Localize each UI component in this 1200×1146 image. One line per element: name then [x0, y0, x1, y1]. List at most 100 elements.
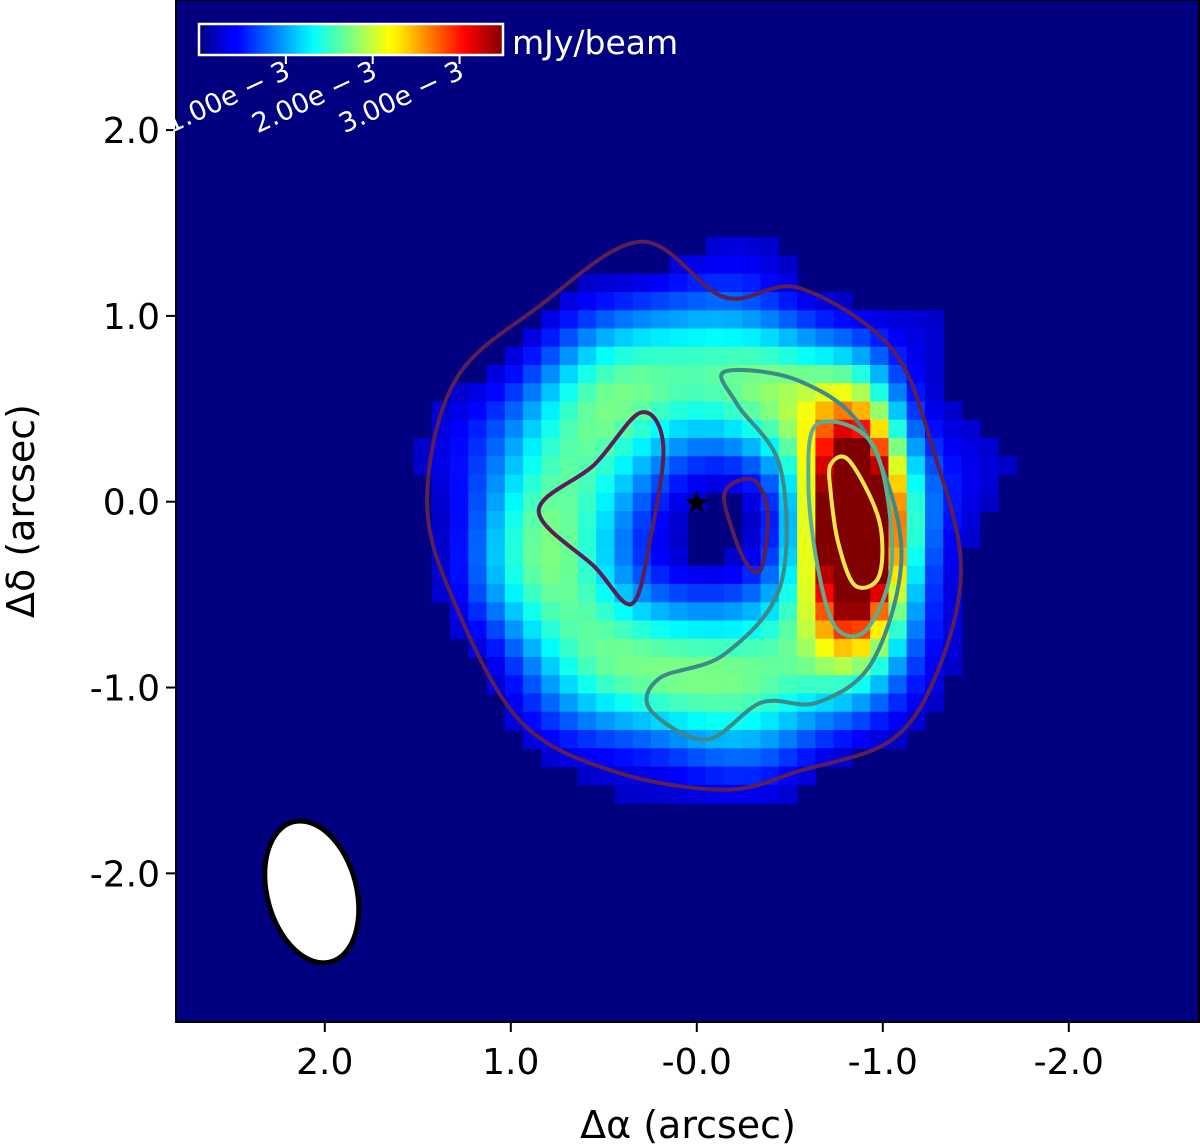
heatmap-cell: [669, 620, 689, 640]
heatmap-cell: [559, 383, 579, 403]
heatmap-cell: [559, 492, 579, 512]
heatmap-cell: [596, 711, 616, 731]
heatmap-cell: [888, 438, 908, 457]
heatmap-cell: [870, 547, 890, 567]
heatmap-cell: [577, 511, 597, 530]
heatmap-cell: [833, 328, 853, 348]
heatmap-cell: [906, 584, 926, 603]
heatmap-cell: [577, 693, 597, 713]
heatmap-cell: [669, 346, 689, 366]
heatmap-cell: [961, 511, 981, 530]
heatmap-cell: [742, 346, 762, 366]
heatmap-cell: [504, 657, 524, 676]
heatmap-cell: [851, 492, 871, 512]
heatmap-cell: [851, 602, 871, 622]
heatmap-cell: [577, 474, 597, 494]
heatmap-cell: [705, 383, 725, 403]
heatmap-cell: [669, 310, 689, 330]
heatmap-cell: [760, 328, 780, 348]
heatmap-cell: [632, 365, 652, 384]
heatmap-cell: [870, 346, 890, 366]
heatmap-cell: [943, 419, 963, 439]
heatmap-cell: [669, 273, 689, 293]
heatmap-cell: [906, 511, 926, 530]
heatmap-cell: [614, 328, 634, 348]
heatmap-cell: [450, 456, 469, 476]
heatmap-cell: [523, 401, 542, 421]
heatmap-cell: [450, 492, 469, 512]
heatmap-cell: [778, 310, 798, 330]
heatmap-cell: [486, 365, 506, 384]
heatmap-cell: [577, 638, 597, 658]
heatmap-cell: [577, 492, 597, 512]
heatmap-cell: [724, 346, 743, 366]
heatmap-cell: [888, 419, 908, 439]
heatmap-cell: [724, 292, 743, 311]
heatmap-cell: [559, 310, 579, 330]
heatmap-cell: [577, 711, 597, 731]
heatmap-cell: [906, 474, 926, 494]
heatmap-cell: [577, 328, 597, 348]
heatmap-cell: [669, 419, 689, 439]
heatmap-cell: [943, 547, 963, 567]
heatmap-cell: [669, 638, 689, 658]
heatmap-cell: [760, 310, 780, 330]
heatmap-cell: [632, 529, 652, 549]
heatmap-cell: [705, 748, 725, 768]
heatmap-cell: [614, 310, 634, 330]
heatmap-cell: [797, 584, 816, 603]
heatmap-cell: [504, 638, 524, 658]
heatmap-cell: [815, 401, 835, 421]
heatmap-cell: [596, 310, 616, 330]
heatmap-cell: [650, 748, 670, 768]
heatmap-cell: [504, 492, 524, 512]
heatmap-cell: [833, 474, 853, 494]
heatmap-cell: [541, 675, 561, 695]
heatmap-cell: [815, 711, 835, 731]
heatmap-cell: [614, 565, 634, 585]
heatmap-cell: [797, 547, 816, 567]
heatmap-cell: [687, 748, 707, 768]
heatmap-cell: [632, 657, 652, 676]
heatmap-cell: [669, 565, 689, 585]
heatmap-cell: [687, 438, 707, 457]
heatmap-cell: [924, 547, 944, 567]
heatmap-cell: [541, 638, 561, 658]
heatmap-cell: [797, 292, 816, 311]
plot-frame: [175, 0, 1200, 1023]
x-axis: 2.0 1.0 -0.0 -1.0 -2.0: [296, 1022, 1104, 1083]
heatmap-cell: [742, 657, 762, 676]
heatmap-cell: [486, 456, 506, 476]
heatmap-cell: [815, 620, 835, 640]
heatmap-cell: [851, 693, 871, 713]
heatmap-cell: [797, 492, 816, 512]
heatmap-cell: [961, 419, 981, 439]
heatmap-cell: [924, 693, 944, 713]
heatmap-cell: [650, 273, 670, 293]
heatmap-cell: [541, 401, 561, 421]
contour-outer: [425, 239, 963, 792]
heatmap-cell: [870, 529, 890, 549]
y-axis-label: Δδ (arcsec): [0, 404, 43, 618]
heatmap-cell: [924, 310, 944, 330]
heatmap-cell: [778, 292, 798, 311]
heatmap-cell: [705, 711, 725, 731]
heatmap-cell: [687, 602, 707, 622]
heatmap-cell: [468, 419, 488, 439]
heatmap-cell: [742, 766, 762, 786]
heatmap-cell: [851, 401, 871, 421]
heatmap-cell: [724, 730, 743, 749]
heatmap-cell: [577, 529, 597, 549]
heatmap-cell: [687, 492, 707, 512]
heatmap-cell: [632, 383, 652, 403]
heatmap-cell: [541, 711, 561, 731]
heatmap-cell: [906, 492, 926, 512]
heatmap-cell: [541, 310, 561, 330]
heatmap-cell: [851, 346, 871, 366]
heatmap-cell: [559, 620, 579, 640]
heatmap-cell: [632, 346, 652, 366]
heatmap-cell: [450, 565, 469, 585]
heatmap-cell: [705, 693, 725, 713]
heatmap-cell: [523, 529, 542, 549]
heatmap-cell: [504, 529, 524, 549]
